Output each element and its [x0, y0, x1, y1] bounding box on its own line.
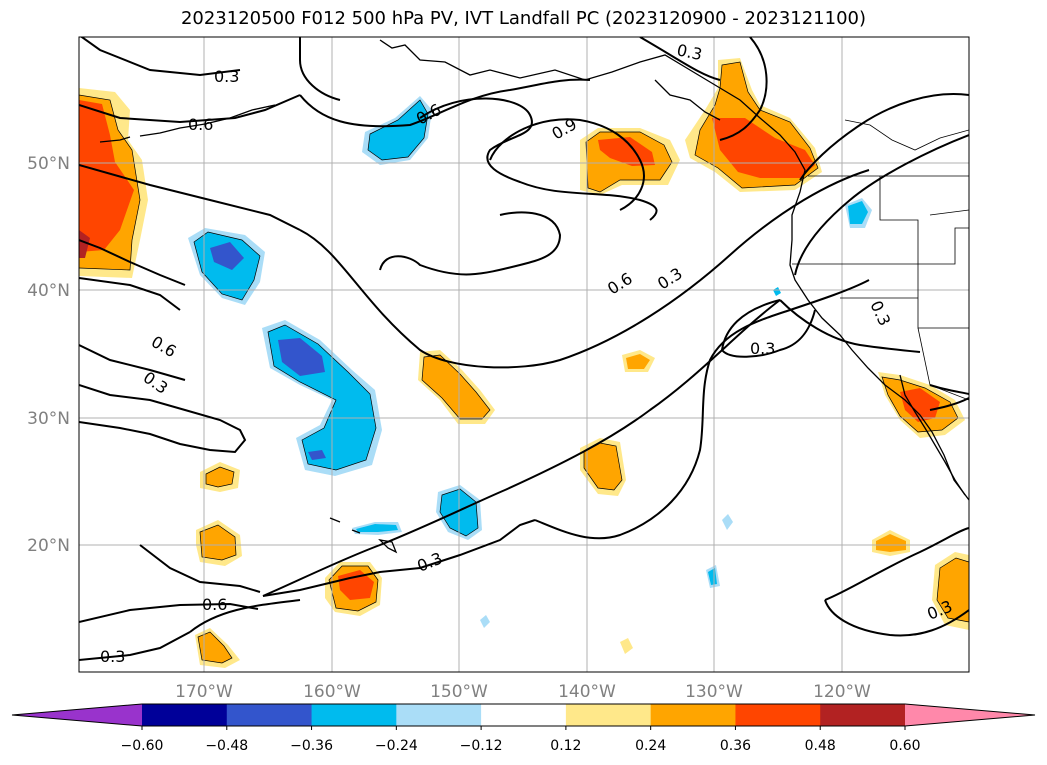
colorbar-tick-label: 0.36	[720, 738, 751, 754]
colorbar-segment	[650, 704, 736, 726]
contour-label: 0.3	[675, 40, 704, 64]
colorbar-segment	[735, 704, 821, 726]
contour-label: 0.3	[214, 67, 239, 86]
lon-label: 140°W	[558, 682, 616, 702]
lon-label: 120°W	[813, 682, 871, 702]
colorbar-tick-label: −0.24	[375, 738, 418, 754]
lat-label: 50°N	[27, 154, 70, 174]
map-background	[79, 37, 969, 672]
political-borders	[792, 119, 969, 401]
latitude-labels: 50°N 40°N 30°N 20°N	[27, 154, 70, 556]
colorbar-tick-label: −0.36	[290, 738, 333, 754]
colorbar: −0.60 −0.48 −0.36 −0.24 −0.12 0.12 0.24 0.36 0.4…	[11, 703, 1036, 754]
contour-label: 0.3	[750, 339, 775, 358]
map-title: 2023120500 F012 500 hPa PV, IVT Landfall…	[180, 8, 867, 29]
colorbar-tick-label: 0.12	[550, 738, 581, 754]
lat-label: 30°N	[27, 409, 70, 429]
map-frame	[78, 36, 970, 673]
colorbar-segment	[396, 704, 482, 726]
positive-anomaly-fills	[79, 58, 969, 668]
colorbar-segment	[311, 704, 397, 726]
lon-label: 160°W	[303, 682, 361, 702]
colorbar-segment	[226, 704, 313, 726]
lon-label: 170°W	[175, 682, 233, 702]
lat-label: 20°N	[27, 536, 70, 556]
colorbar-tick-label: 0.60	[889, 738, 920, 754]
map-canvas: 0.3 0.6 0.6 0.9 0.3 0.6 0.3 0.3 0.3 0.6 …	[79, 37, 969, 672]
graticule	[79, 37, 969, 672]
colorbar-segment	[565, 704, 652, 726]
colorbar-segment	[142, 704, 228, 726]
colorbar-tick-label: 0.48	[805, 738, 836, 754]
colorbar-extend-low	[12, 704, 142, 726]
contour-label: 0.3	[100, 647, 125, 666]
pv-contours	[79, 37, 969, 661]
colorbar-extend-high	[905, 704, 1035, 726]
lon-label: 150°W	[430, 682, 488, 702]
contour-label: 0.6	[188, 115, 213, 134]
colorbar-segment	[820, 704, 906, 726]
coastlines	[99, 39, 969, 554]
colorbar-segment	[481, 704, 567, 726]
colorbar-tick-label: −0.12	[460, 738, 503, 754]
colorbar-tick-label: −0.48	[205, 738, 248, 754]
colorbar-tick-label: 0.24	[635, 738, 666, 754]
colorbar-tick-label: −0.60	[121, 738, 164, 754]
anomaly-outlines	[79, 61, 969, 664]
lon-label: 130°W	[685, 682, 743, 702]
longitude-labels: 170°W 160°W 150°W 140°W 130°W 120°W	[175, 682, 871, 702]
contour-label: 0.6	[202, 595, 227, 614]
lat-label: 40°N	[27, 281, 70, 301]
